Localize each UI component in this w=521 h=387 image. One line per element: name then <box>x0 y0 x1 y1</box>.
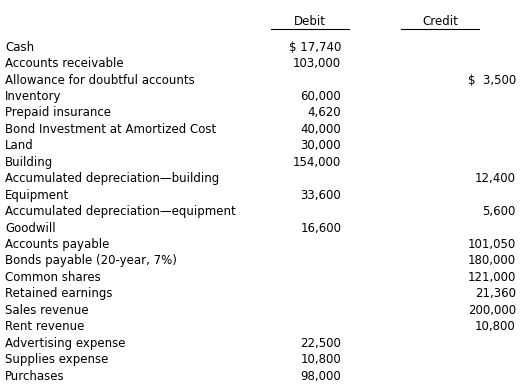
Text: Common shares: Common shares <box>5 271 101 284</box>
Text: 101,050: 101,050 <box>467 238 516 251</box>
Text: Building: Building <box>5 156 54 169</box>
Text: Accounts payable: Accounts payable <box>5 238 109 251</box>
Text: 180,000: 180,000 <box>468 255 516 267</box>
Text: 200,000: 200,000 <box>468 304 516 317</box>
Text: Advertising expense: Advertising expense <box>5 337 126 350</box>
Text: Debit: Debit <box>294 15 326 29</box>
Text: 22,500: 22,500 <box>301 337 341 350</box>
Text: 10,800: 10,800 <box>475 320 516 333</box>
Text: 5,600: 5,600 <box>482 205 516 218</box>
Text: Accumulated depreciation—building: Accumulated depreciation—building <box>5 172 219 185</box>
Text: 4,620: 4,620 <box>307 106 341 120</box>
Text: Bond Investment at Amortized Cost: Bond Investment at Amortized Cost <box>5 123 216 136</box>
Text: Accounts receivable: Accounts receivable <box>5 57 124 70</box>
Text: 60,000: 60,000 <box>301 90 341 103</box>
Text: 154,000: 154,000 <box>293 156 341 169</box>
Text: $ 17,740: $ 17,740 <box>289 41 341 54</box>
Text: 21,360: 21,360 <box>475 287 516 300</box>
Text: Cash: Cash <box>5 41 34 54</box>
Text: 121,000: 121,000 <box>467 271 516 284</box>
Text: $  3,500: $ 3,500 <box>467 74 516 87</box>
Text: Retained earnings: Retained earnings <box>5 287 113 300</box>
Text: Inventory: Inventory <box>5 90 61 103</box>
Text: 10,800: 10,800 <box>301 353 341 366</box>
Text: 40,000: 40,000 <box>301 123 341 136</box>
Text: 103,000: 103,000 <box>293 57 341 70</box>
Text: Land: Land <box>5 139 34 152</box>
Text: Bonds payable (20-year, 7%): Bonds payable (20-year, 7%) <box>5 255 177 267</box>
Text: Goodwill: Goodwill <box>5 221 56 235</box>
Text: 33,600: 33,600 <box>301 189 341 202</box>
Text: Rent revenue: Rent revenue <box>5 320 84 333</box>
Text: Sales revenue: Sales revenue <box>5 304 89 317</box>
Text: Accumulated depreciation—equipment: Accumulated depreciation—equipment <box>5 205 236 218</box>
Text: Equipment: Equipment <box>5 189 69 202</box>
Text: 98,000: 98,000 <box>301 370 341 383</box>
Text: 16,600: 16,600 <box>300 221 341 235</box>
Text: Allowance for doubtful accounts: Allowance for doubtful accounts <box>5 74 195 87</box>
Text: 12,400: 12,400 <box>475 172 516 185</box>
Text: Credit: Credit <box>423 15 458 29</box>
Text: Prepaid insurance: Prepaid insurance <box>5 106 111 120</box>
Text: Purchases: Purchases <box>5 370 65 383</box>
Text: 30,000: 30,000 <box>301 139 341 152</box>
Text: Supplies expense: Supplies expense <box>5 353 108 366</box>
